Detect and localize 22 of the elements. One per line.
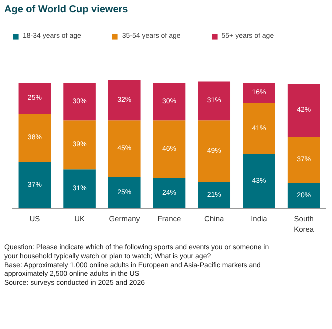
bar [153,178,186,208]
bar [153,83,186,121]
bar [243,83,276,104]
bar [64,83,96,121]
bar [288,84,320,137]
bar [198,120,231,182]
bar [108,120,141,178]
bar [64,170,96,208]
bar [108,80,141,121]
chart-title: Age of World Cup viewers [4,4,129,16]
bar [108,177,141,208]
bar [198,82,231,121]
bar [243,103,276,155]
bar [243,154,276,208]
bar [18,83,52,114]
bar [198,182,231,208]
bar [64,120,96,170]
bar [288,183,320,208]
bar [153,120,186,178]
bar [18,114,52,162]
bar [288,136,320,184]
bar [18,162,52,208]
